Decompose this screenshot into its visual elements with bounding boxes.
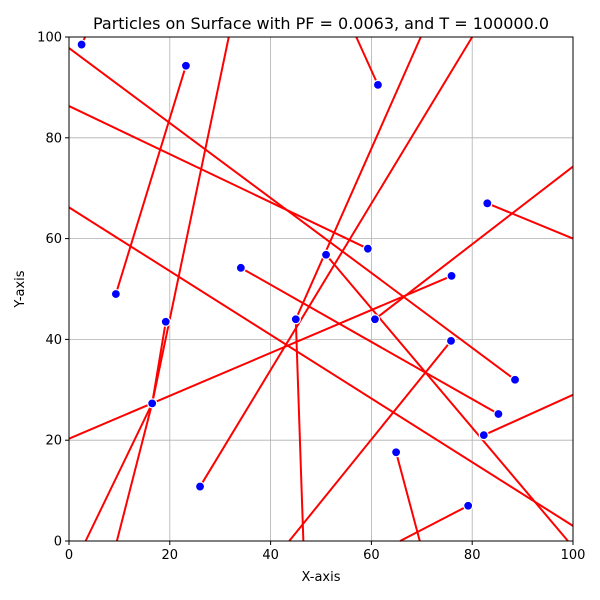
segment-1 bbox=[114, 65, 187, 295]
particle-point-16 bbox=[478, 430, 489, 441]
x-tick-label-3: 60 bbox=[363, 548, 380, 563]
plot-frame bbox=[68, 36, 574, 542]
x-tick-label-4: 80 bbox=[464, 548, 481, 563]
particle-point-2 bbox=[372, 79, 384, 90]
segment-14 bbox=[151, 36, 230, 404]
segment-21 bbox=[399, 504, 469, 542]
y-tick-label-2: 40 bbox=[45, 333, 62, 348]
x-tick-label-0: 0 bbox=[65, 548, 73, 563]
particle-point-13 bbox=[509, 374, 521, 385]
segment-8 bbox=[68, 274, 452, 440]
particle-point-15 bbox=[493, 408, 504, 420]
particle-point-4 bbox=[362, 243, 373, 254]
segment-5 bbox=[68, 105, 369, 250]
particle-point-11 bbox=[160, 316, 171, 327]
particle-point-17 bbox=[390, 447, 402, 458]
segment-2 bbox=[355, 36, 379, 86]
y-tick-label-3: 60 bbox=[45, 232, 62, 247]
particle-point-12 bbox=[445, 335, 457, 347]
particle-point-5 bbox=[320, 249, 332, 260]
segment-18 bbox=[288, 340, 452, 542]
x-tick-label-2: 40 bbox=[262, 548, 279, 563]
x-axis-ticks: 0 20 40 60 80 100 bbox=[65, 541, 586, 563]
particle-point-0 bbox=[76, 39, 87, 50]
segment-6 bbox=[325, 254, 569, 542]
segment-17 bbox=[199, 36, 474, 488]
segment-9 bbox=[68, 206, 574, 527]
y-tick-label-1: 20 bbox=[45, 434, 62, 449]
segment-15 bbox=[84, 402, 154, 542]
particle-points bbox=[76, 39, 521, 511]
line-segments bbox=[68, 36, 574, 542]
segment-3 bbox=[486, 202, 574, 240]
particle-point-7 bbox=[446, 270, 457, 281]
particle-point-1 bbox=[180, 60, 192, 71]
chart-title: Particles on Surface with PF = 0.0063, a… bbox=[93, 14, 549, 33]
y-axis-label: Y-axis bbox=[13, 270, 28, 308]
x-tick-label-5: 100 bbox=[561, 548, 586, 563]
x-axis-label: X-axis bbox=[302, 570, 341, 585]
particle-point-10 bbox=[369, 314, 381, 325]
particle-point-19 bbox=[463, 500, 474, 511]
particle-point-6 bbox=[235, 262, 246, 273]
y-axis-ticks: 0 20 40 60 80 100 bbox=[37, 31, 69, 550]
particle-point-14 bbox=[147, 398, 158, 409]
grid-lines bbox=[68, 36, 574, 542]
y-tick-label-4: 80 bbox=[45, 131, 62, 146]
y-tick-label-0: 0 bbox=[54, 535, 62, 550]
y-tick-label-5: 100 bbox=[37, 31, 62, 46]
segment-20 bbox=[395, 452, 421, 542]
segment-10 bbox=[294, 319, 305, 542]
segment-11 bbox=[294, 36, 422, 320]
particle-point-3 bbox=[482, 198, 493, 209]
segment-12 bbox=[374, 165, 574, 321]
segment-19 bbox=[483, 393, 574, 437]
segment-16 bbox=[115, 403, 154, 542]
particle-point-8 bbox=[110, 288, 121, 300]
segment-4 bbox=[68, 47, 516, 381]
x-tick-label-1: 20 bbox=[162, 548, 179, 563]
particle-point-9 bbox=[290, 314, 301, 325]
particle-point-18 bbox=[194, 481, 206, 492]
segment-7 bbox=[240, 266, 499, 415]
